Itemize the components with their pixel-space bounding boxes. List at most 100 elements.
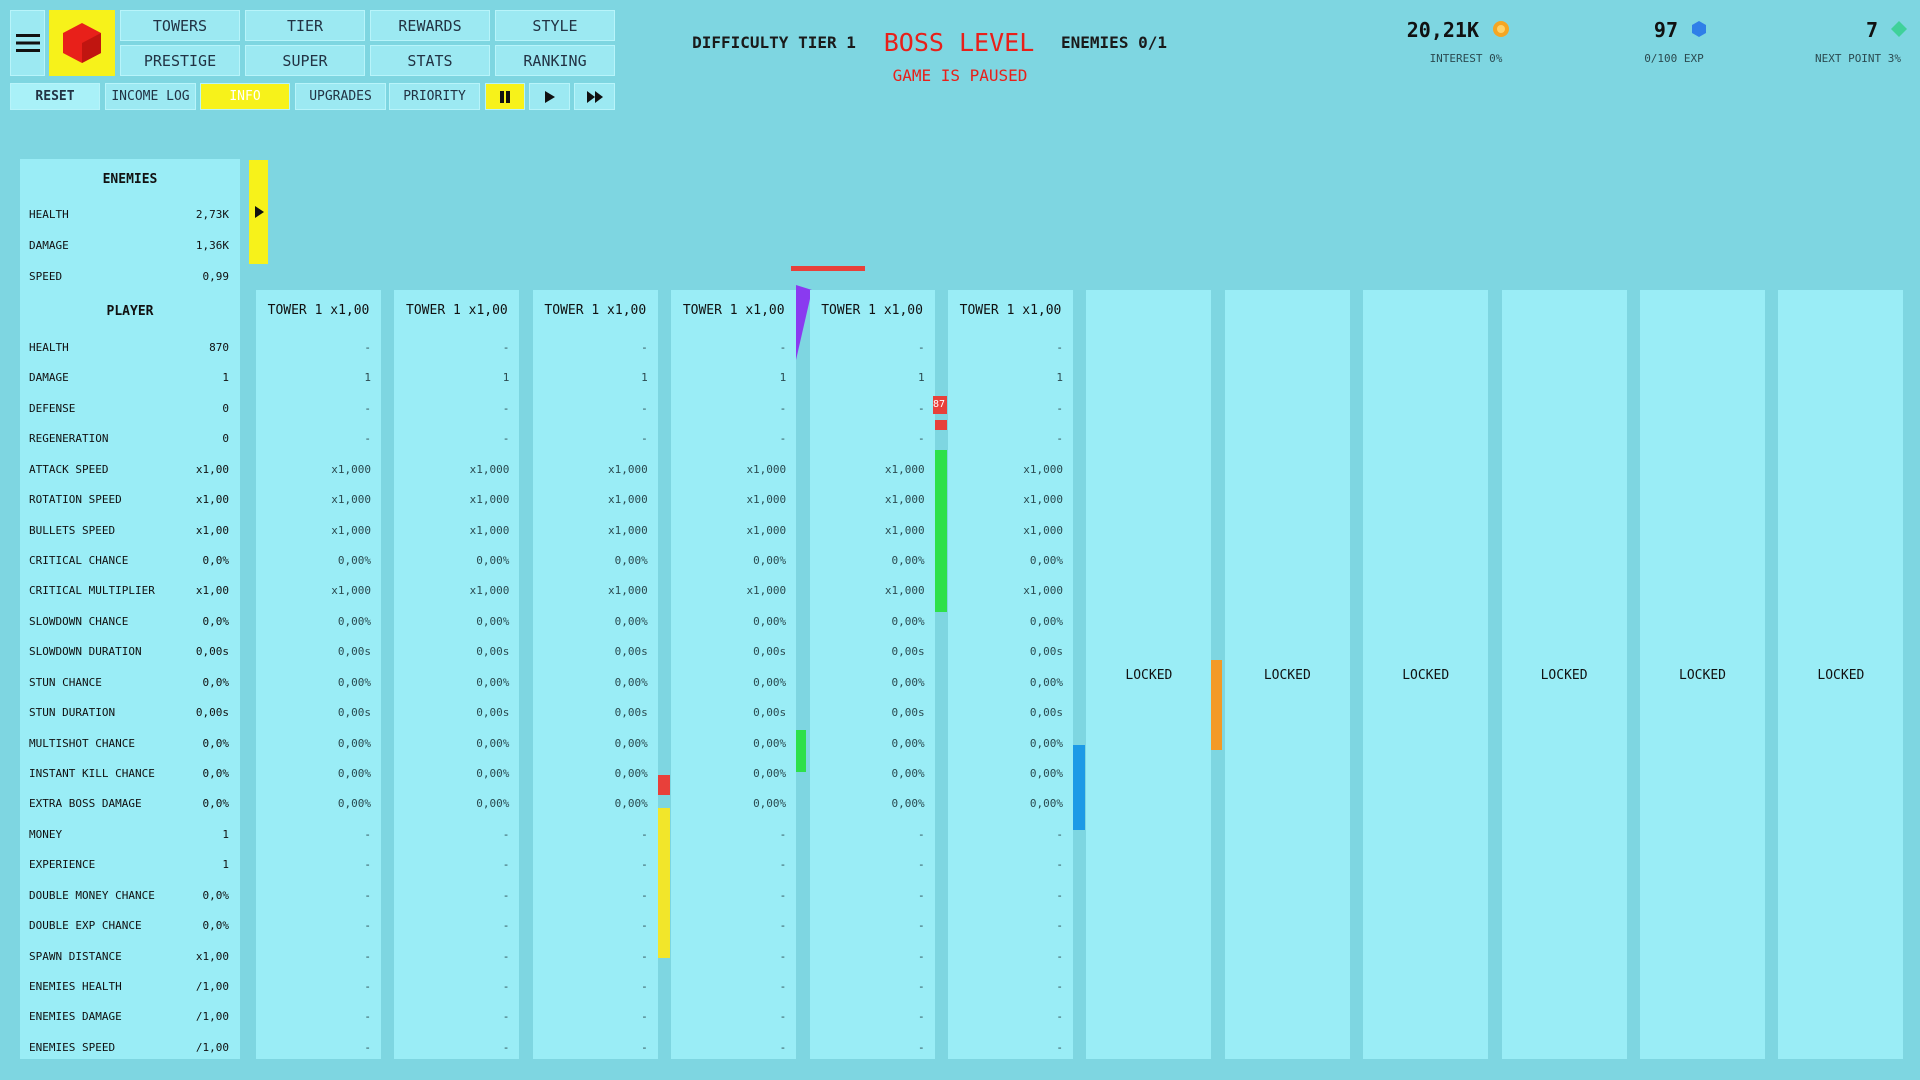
pause-button[interactable] <box>485 83 525 110</box>
player-stat-value: /1,00 <box>195 1040 229 1054</box>
tower-stat: 0,00% <box>614 554 648 567</box>
tower-stat: 1 <box>779 371 787 385</box>
tower-stat: 0,00% <box>753 554 787 567</box>
tower-stat: 0,00s <box>614 645 648 659</box>
tower-stat: 0,00% <box>753 736 787 750</box>
menu-tab[interactable]: RANKING <box>495 45 615 76</box>
tower-stat: - <box>641 949 648 963</box>
play-button[interactable] <box>529 83 570 110</box>
menu-tab[interactable]: TOWERS <box>120 10 240 41</box>
tower-stat: 1 <box>917 371 925 385</box>
player-stat-value: /1,00 <box>195 980 229 994</box>
menu-tab[interactable]: PRESTIGE <box>120 45 240 76</box>
menu-tab[interactable]: TIER <box>245 10 365 41</box>
stat-value: 20,21K <box>1406 18 1479 42</box>
damage-marker: 87 <box>933 396 947 414</box>
panel-toggle[interactable] <box>249 160 268 264</box>
tower-stat: - <box>917 888 925 902</box>
tower-column <box>1086 290 1212 1059</box>
tower-stat: x1,000 <box>608 523 648 537</box>
tower-column <box>256 290 381 1059</box>
tower-stat: x1,000 <box>1023 493 1063 507</box>
player-stat-value: x1,00 <box>195 493 229 507</box>
player-stat-label: DAMAGE <box>29 371 69 385</box>
player-stat-label: ENEMIES SPEED <box>29 1040 116 1054</box>
tower-stat: - <box>502 1040 510 1054</box>
toolbar-button[interactable]: RESET <box>10 83 100 110</box>
menu-tab[interactable]: STATS <box>370 45 490 76</box>
tower-stat: 0,00% <box>476 614 510 628</box>
tower-stat: - <box>364 1010 371 1024</box>
tower-stat: - <box>502 980 510 994</box>
tower-stat: x1,000 <box>608 462 648 476</box>
tower-stat: x1,000 <box>746 523 787 537</box>
player-stat-label: BULLETS SPEED <box>29 523 116 537</box>
player-stat-value: 1 <box>222 371 229 385</box>
player-stat-value: 1 <box>222 858 229 872</box>
player-stat-label: REGENERATION <box>29 432 109 446</box>
enemy-stat-label: SPEED <box>29 270 63 283</box>
tower-stat: - <box>641 1010 648 1024</box>
tower-stat: - <box>641 401 648 415</box>
tower-column <box>809 290 935 1059</box>
enemy-shape <box>933 420 947 430</box>
cube-icon <box>63 23 101 63</box>
tower-stat: - <box>779 341 787 354</box>
player-stat-label: STUN CHANCE <box>29 675 102 689</box>
tower-stat: - <box>779 980 787 994</box>
tower-stat: x1,000 <box>746 493 787 507</box>
tower-stat: - <box>364 858 371 872</box>
tower-stat: 1 <box>502 371 510 385</box>
player-stat-value: 0,00s <box>195 706 229 720</box>
tower-stat: - <box>502 341 510 354</box>
tower-stat: x1,000 <box>884 462 925 476</box>
fast-forward-button[interactable] <box>574 83 615 110</box>
logo[interactable] <box>49 10 115 76</box>
menu-button[interactable] <box>10 10 45 76</box>
tower-title: TOWER 1 x1,00 <box>544 303 647 318</box>
tower-stat: - <box>641 858 648 872</box>
tower-stat: 0,00s <box>891 706 925 720</box>
tower-stat: 0,00s <box>1029 645 1063 659</box>
boss-health-bar <box>791 266 865 271</box>
tower-stat: - <box>641 919 648 933</box>
tower-stat: x1,000 <box>469 584 510 598</box>
tower-stat: - <box>917 858 925 872</box>
tower-stat: - <box>364 919 371 933</box>
stat-label: 0/100 EXP <box>1644 52 1704 65</box>
tower-stat: x1,000 <box>331 493 371 507</box>
section-title: ENEMIES <box>102 172 158 187</box>
player-stat-value: 0 <box>222 432 229 446</box>
player-stat-value: 0,0% <box>202 919 230 933</box>
tower-column <box>1640 290 1765 1059</box>
toolbar-button[interactable]: INCOME LOG <box>105 83 196 110</box>
tower-stat: 0,00% <box>753 614 787 628</box>
tower-stat: x1,000 <box>1023 523 1063 537</box>
enemy-stat-label: DAMAGE <box>29 239 69 252</box>
enemy-stat-value: 1,36K <box>195 239 229 252</box>
tower-stat: x1,000 <box>884 584 925 598</box>
game-status: GAME IS PAUSED <box>892 66 1028 85</box>
menu-tab[interactable]: STYLE <box>495 10 615 41</box>
toolbar-button[interactable]: PRIORITY <box>389 83 480 110</box>
tower-stat: - <box>1056 432 1063 446</box>
tower-stat: 0,00% <box>891 797 925 811</box>
player-stat-value: x1,00 <box>195 949 229 963</box>
menu-tab[interactable]: REWARDS <box>370 10 490 41</box>
enemies-count: ENEMIES 0/1 <box>1061 33 1167 52</box>
tower-stat: 0,00% <box>753 767 787 781</box>
tower-stat: 0,00s <box>614 706 648 720</box>
tower-stat: 0,00% <box>476 767 510 781</box>
pause-icon <box>500 90 510 103</box>
tower-stat: 0,00% <box>614 797 648 811</box>
tower-title: TOWER 1 x1,00 <box>821 303 923 318</box>
menu-tab[interactable]: SUPER <box>245 45 365 76</box>
coin-icon <box>1493 21 1509 37</box>
enemy-shape <box>658 775 670 795</box>
toolbar-button[interactable]: UPGRADES <box>295 83 386 110</box>
tower-stat: x1,000 <box>746 584 787 598</box>
tower-stat: 0,00s <box>753 645 787 659</box>
tower-stat: x1,000 <box>469 462 510 476</box>
toolbar-button[interactable]: INFO <box>200 83 290 110</box>
